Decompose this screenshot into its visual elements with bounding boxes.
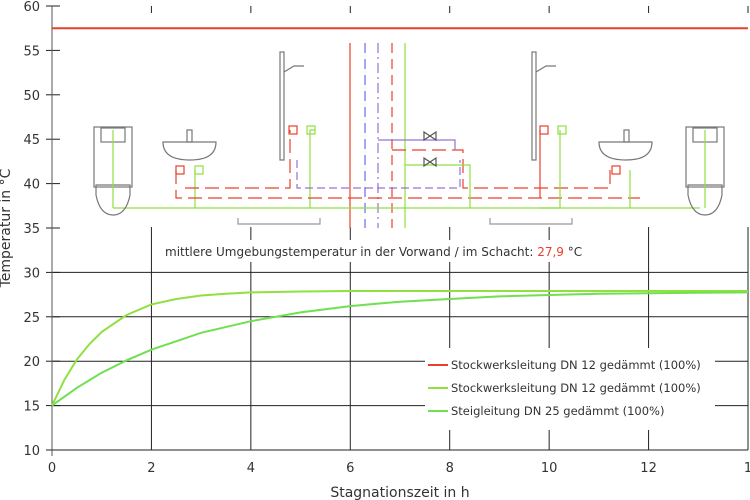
x-axis-label: Stagnationszeit in h <box>330 485 469 500</box>
legend-bg <box>425 348 715 430</box>
x-tick-label: 10 <box>541 461 558 476</box>
y-tick-label: 25 <box>23 311 40 326</box>
x-tick-label: 0 <box>48 461 56 476</box>
y-tick-label: 30 <box>23 266 40 281</box>
plumbing-schematic <box>93 43 725 228</box>
legend-label: Stockwerksleitung DN 12 gedämmt (100%) <box>451 381 701 395</box>
y-tick-label: 35 <box>23 222 40 237</box>
y-tick-label: 15 <box>23 400 40 415</box>
x-tick-label: 12 <box>640 461 657 476</box>
ambient-temp-annotation: mittlere Umgebungstemperatur in der Vorw… <box>165 245 582 259</box>
x-tick-label: 1 <box>744 461 750 476</box>
shower-left-icon <box>279 51 316 161</box>
basin-right-icon <box>598 129 653 175</box>
x-tick-label: 2 <box>147 461 155 476</box>
wc-right-icon <box>685 126 725 216</box>
y-tick-label: 60 <box>23 0 40 15</box>
schematic-background <box>53 13 750 227</box>
y-tick-label: 20 <box>23 355 40 370</box>
axes: 0 2 4 6 8 10 12 1 10 15 20 25 30 35 40 45 50 55 60 <box>23 0 750 476</box>
y-tick-label: 50 <box>23 89 40 104</box>
series <box>51 27 749 407</box>
y-axis-label: Temperatur in °C <box>0 168 14 288</box>
x-tick-label: 4 <box>247 461 255 476</box>
x-tick-label: 8 <box>446 461 454 476</box>
y-tick-label: 45 <box>23 133 40 148</box>
x-tick-label: 6 <box>346 461 354 476</box>
legend-label: Stockwerksleitung DN 12 gedämmt (100%) <box>451 358 701 372</box>
annotation-bg <box>160 240 560 262</box>
bathtub-outline <box>237 218 573 225</box>
series-line-1 <box>51 290 748 407</box>
series-line-2 <box>51 291 749 407</box>
legend-label: Steigleitung DN 25 gedämmt (100%) <box>451 404 664 418</box>
valve-icon <box>423 130 437 168</box>
pipe-hot-floor <box>175 170 640 199</box>
y-tick-label: 55 <box>23 44 40 59</box>
shower-right-icon <box>531 51 567 161</box>
legend: Stockwerksleitung DN 12 gedämmt (100%) St… <box>428 358 701 418</box>
y-tick-label: 10 <box>23 444 40 459</box>
basin-left-icon <box>162 129 217 175</box>
y-tick-label: 40 <box>23 178 40 193</box>
wc-left-icon <box>93 126 133 216</box>
